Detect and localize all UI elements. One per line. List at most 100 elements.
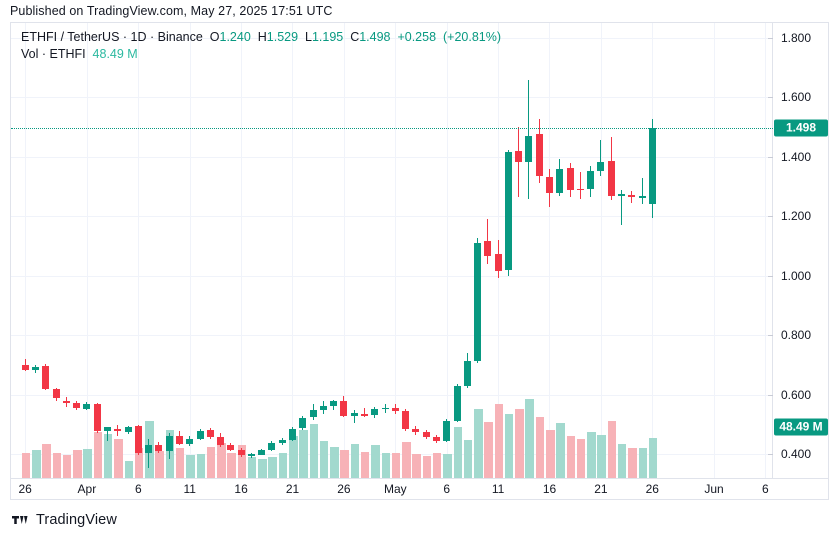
candlestick xyxy=(155,444,163,451)
legend-high-value: 1.529 xyxy=(266,30,299,44)
time-axis[interactable]: 26 Apr 6 11 16 21 26 May 6 11 16 21 26 Jun 6 xyxy=(11,478,828,499)
candlestick xyxy=(103,427,111,431)
candlestick xyxy=(638,196,646,198)
price-axis-tick-mark xyxy=(768,275,773,277)
vertical-gridline xyxy=(447,23,448,478)
candlestick xyxy=(93,404,101,431)
candlestick xyxy=(289,428,296,440)
volume-bar xyxy=(587,432,596,478)
candlestick xyxy=(453,386,461,421)
vertical-gridline xyxy=(765,23,766,478)
volume-bar xyxy=(206,446,216,478)
candle-wick xyxy=(620,190,622,226)
volume-bar xyxy=(360,451,370,478)
legend-high-key: H xyxy=(257,30,267,44)
candlestick xyxy=(484,241,492,256)
candlestick xyxy=(114,429,122,431)
candlestick xyxy=(535,134,543,176)
legend-change-absolute: +0.258 xyxy=(397,30,437,44)
time-axis-label: 21 xyxy=(594,482,608,496)
candle-wick xyxy=(631,190,633,204)
volume-bar xyxy=(648,438,658,478)
volume-bar xyxy=(391,452,401,478)
candle-wick xyxy=(600,140,602,176)
candlestick xyxy=(186,438,194,445)
horizontal-gridline xyxy=(11,156,773,158)
candlestick xyxy=(206,430,214,437)
volume-bar xyxy=(93,432,103,478)
candlestick xyxy=(299,417,307,428)
tradingview-logo-icon xyxy=(12,516,28,524)
current-price-badge[interactable]: 1.498 xyxy=(774,119,828,137)
candlestick xyxy=(42,365,50,389)
volume-bar xyxy=(515,409,524,478)
volume-bar xyxy=(504,413,514,478)
volume-bar xyxy=(412,454,421,478)
legend-exchange[interactable]: Binance xyxy=(157,30,203,44)
volume-bar xyxy=(227,453,236,478)
candlestick xyxy=(402,411,410,429)
volume-bar xyxy=(494,404,504,478)
volume-bar xyxy=(628,447,637,478)
volume-bar xyxy=(597,434,606,478)
candlestick xyxy=(165,436,173,451)
time-axis-label: Apr xyxy=(77,482,97,496)
vertical-gridline xyxy=(138,23,139,478)
volume-bar xyxy=(607,420,617,478)
vertical-gridline xyxy=(601,23,602,478)
price-axis-label: 0.800 xyxy=(781,328,812,343)
current-volume-badge[interactable]: 48.49 M xyxy=(774,418,828,436)
candlestick xyxy=(145,445,153,453)
candlestick xyxy=(371,409,379,415)
price-axis[interactable]: 1.800 1.600 1.400 1.200 1.000 0.800 0.600 0.400… xyxy=(768,23,828,478)
candlestick xyxy=(62,400,70,404)
candlestick xyxy=(247,454,255,456)
legend-symbol[interactable]: ETHFI / TetherUS xyxy=(21,30,120,44)
chart-plot-area[interactable] xyxy=(11,23,773,499)
legend-volume-label[interactable]: Vol · ETHFI xyxy=(21,47,86,61)
candlestick xyxy=(443,420,451,442)
legend-row-price: ETHFI / TetherUS · 1D · Binance O1.240 H… xyxy=(21,29,501,46)
volume-bar xyxy=(42,443,51,478)
horizontal-gridline xyxy=(11,97,773,99)
volume-bar xyxy=(62,455,72,478)
candlestick xyxy=(463,361,471,386)
time-axis-label: 21 xyxy=(285,482,300,496)
legend-interval[interactable]: 1D xyxy=(130,30,147,44)
legend-separator-1: · xyxy=(119,30,131,44)
volume-bar xyxy=(340,450,349,478)
candlestick xyxy=(432,437,440,442)
vertical-gridline xyxy=(652,23,653,478)
current-price-line xyxy=(11,127,773,129)
candlestick xyxy=(515,150,523,163)
time-axis-label: May xyxy=(383,482,407,496)
volume-bar xyxy=(299,430,308,478)
legend-close-value: 1.498 xyxy=(359,30,391,44)
candlestick xyxy=(340,400,348,416)
volume-bar xyxy=(21,453,31,478)
time-axis-label: 11 xyxy=(183,482,196,496)
volume-bar xyxy=(535,417,545,478)
price-axis-label: 1.800 xyxy=(781,30,812,45)
candle-wick xyxy=(148,438,150,469)
vertical-gridline xyxy=(292,23,293,478)
volume-bar xyxy=(278,453,288,478)
volume-bar xyxy=(453,427,462,478)
volume-bar xyxy=(350,444,360,478)
volume-bar xyxy=(422,455,432,478)
vertical-gridline xyxy=(87,23,88,478)
legend-change-percent: (+20.81%) xyxy=(443,30,502,44)
volume-bar xyxy=(155,450,164,478)
legend-separator-2: · xyxy=(146,30,158,44)
horizontal-gridline xyxy=(11,335,773,337)
candlestick xyxy=(556,168,564,194)
price-axis-tick-mark xyxy=(768,394,773,396)
candlestick xyxy=(597,161,605,172)
legend-row-volume: Vol · ETHFI 48.49 M xyxy=(21,46,501,63)
volume-bar xyxy=(73,450,82,478)
legend-close-key: C xyxy=(350,30,360,44)
time-axis-label: 26 xyxy=(337,482,351,496)
candlestick xyxy=(412,428,420,433)
price-axis-tick-mark xyxy=(768,97,773,99)
time-axis-label: 26 xyxy=(18,482,32,496)
